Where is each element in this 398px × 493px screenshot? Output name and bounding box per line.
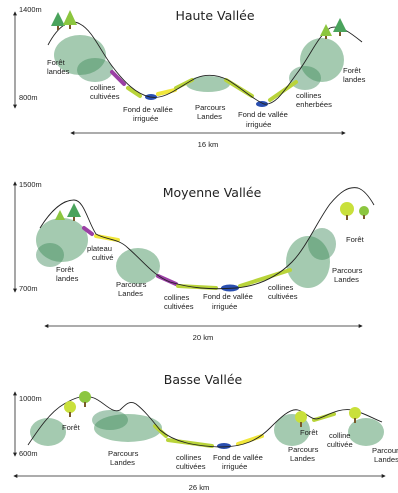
cultivated-strip [126,86,142,98]
label-parcours-landes-right: Parcours Landes [332,266,365,284]
altitude-top-label: 1400m [19,5,42,14]
label-plateau-cultive: plateau cultivé [87,244,114,262]
altitude-bottom-label: 700m [19,284,38,293]
cultivated-strip [176,284,218,290]
cultivated-hills-strip [110,70,126,86]
plateau-strip [156,88,177,96]
tree-icon [64,391,91,417]
panel-title: Haute Vallée [175,8,254,23]
panel-haute-vallee: Haute Vallée 1400m 800m [13,5,366,149]
forest-patch [286,236,330,288]
irrigated-valley-floor [256,101,268,107]
cultivated-strip [166,438,214,448]
altitude-top-label: 1500m [19,180,42,189]
label-foret-right: Forêt [346,235,365,244]
forest-patch [36,218,88,262]
landes-patch [348,418,384,446]
forest-patch [36,243,64,267]
forest-patch [77,58,113,82]
altitude-top-label: 1000m [19,394,42,403]
altitude-bottom-label: 600m [19,449,38,458]
landes-patch [186,76,230,92]
label-parcours-landes-left: Parcours Landes [116,280,149,298]
landes-patch [92,410,128,430]
terrain-profile [27,395,383,448]
tree-icon [51,10,77,30]
tree-icon [55,203,81,221]
label-parcours-landes-right: Parcours Landes [372,446,398,464]
altitude-bottom-label: 800m [19,93,38,102]
label-foret-landes-left: Forêt landes [47,58,70,76]
label-parcours-landes-mid: Parcours Landes [288,445,321,463]
cultivated-strip [238,268,292,288]
label-collines-cultivees-right: collines cultivées [268,283,298,301]
forest-patch [54,35,106,75]
label-foret-landes-right: Forêt landes [343,66,366,84]
label-foret-landes-left: Forêt landes [56,265,79,283]
label-colline-cultivee: colline cultivée [327,431,353,449]
landes-patch [116,248,160,284]
panel-title: Basse Vallée [164,372,243,387]
landes-patch [94,414,162,442]
panel-title: Moyenne Vallée [163,185,262,200]
cultivated-strip [268,80,298,102]
label-parcours-landes-left: Parcours Landes [108,449,141,467]
label-collines-cultivees: collines cultivées [164,293,194,311]
forest-patch [289,66,321,90]
label-fond-vallee-left: Fond de vallée irriguée [123,105,175,123]
panel-basse-vallee: Basse Vallée 1000m 600m Forêt [13,372,398,492]
terrain-profile [39,187,375,290]
tree-icon [340,202,369,220]
terrain-profile [47,21,363,105]
panel-moyenne-vallee: Moyenne Vallée 1500m 700m Forêt lan [13,180,375,342]
forest-patch [30,418,66,446]
tree-icon [320,18,347,39]
label-fond-vallee: Fond de vallée irriguée [203,292,255,311]
label-foret-mid: Forêt [300,428,319,437]
forest-patch [300,38,344,82]
distance-label: 20 km [193,333,214,342]
label-collines-cultivees: collines cultivées [90,83,120,101]
label-parcours-landes: Parcours Landes [195,103,228,121]
label-fond-vallee: Fond de vallée irriguée [213,453,265,471]
label-foret-left: Forêt [62,423,81,432]
forest-patch [308,228,336,260]
distance-label: 16 km [198,140,219,149]
distance-label: 26 km [189,483,210,492]
tree-icon [295,411,307,427]
irrigated-valley-floor [217,443,231,449]
label-fond-vallee-right: Fond de vallée irriguée [238,110,290,129]
cultivated-hills-strip [82,226,94,236]
tree-icon [349,407,361,423]
label-collines-enherbees: collines enherbées [296,91,332,109]
label-collines-cultivees: collines cultivées [176,453,206,471]
